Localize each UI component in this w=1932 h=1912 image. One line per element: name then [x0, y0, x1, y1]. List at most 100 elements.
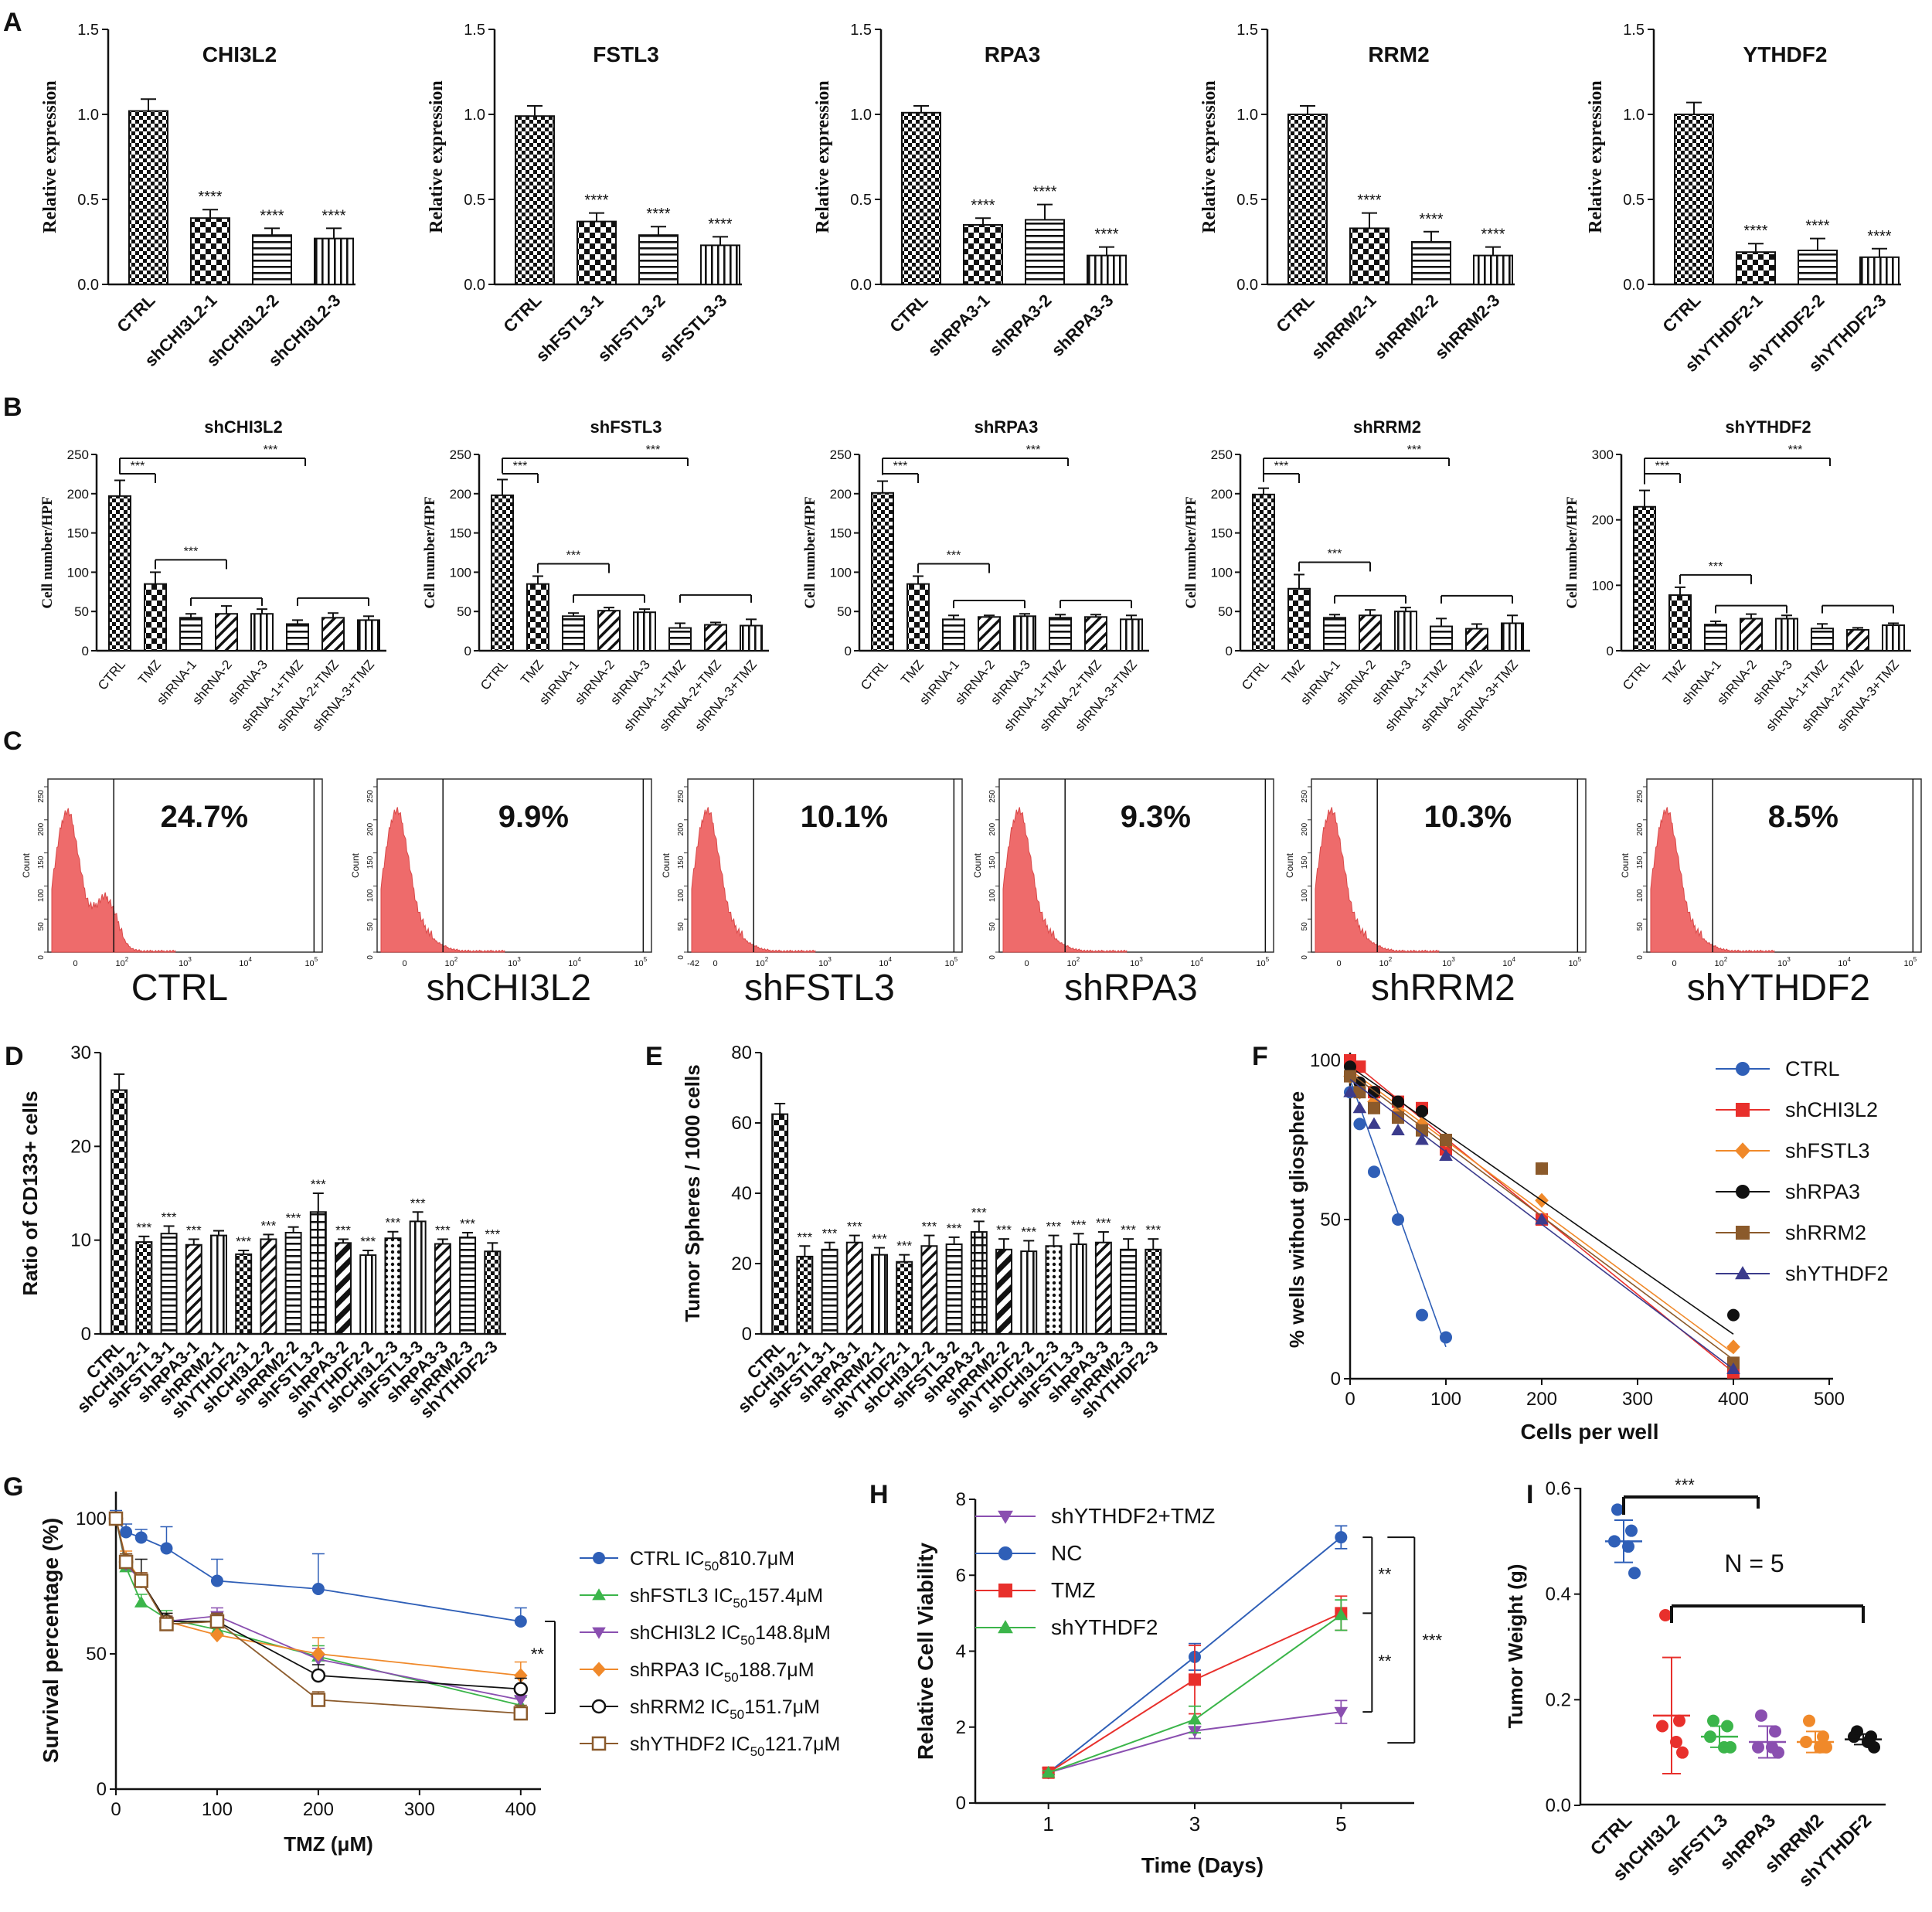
y-tick-label: 0.0 [850, 277, 872, 294]
significance: **** [1867, 228, 1891, 245]
y-axis-label: Relative Cell Viability [913, 1542, 937, 1760]
data-point [1727, 1308, 1740, 1322]
bar [190, 217, 230, 286]
y-tick-label: 250 [37, 790, 46, 803]
y-tick-label: 250 [830, 447, 852, 462]
x-tick-label: 105 [1256, 956, 1269, 968]
x-tick-label: shRNA-1+TMZ [1001, 657, 1069, 733]
x-tick-label: CTRL [95, 657, 128, 692]
y-tick-label: 40 [731, 1183, 752, 1204]
data-point [311, 1583, 325, 1595]
bar [250, 613, 274, 652]
x-tick-label: TMZ [1279, 657, 1308, 687]
data-point [134, 1531, 148, 1544]
data-point [1416, 1104, 1428, 1118]
y-tick-label: 0.5 [850, 192, 872, 209]
bar [1740, 617, 1763, 652]
y-tick-label: 0 [742, 1324, 752, 1345]
bar [597, 610, 621, 652]
x-tick-label: 0 [1024, 959, 1029, 968]
y-tick-label: 150 [450, 526, 471, 541]
legend-label: shFSTL3 IC50157.4μM [630, 1585, 823, 1611]
series-shchi3l2: shCHI3L2 [1344, 1054, 1878, 1379]
y-axis-label: % wells without gliosphere [1285, 1091, 1308, 1348]
x-tick-label: 104 [568, 956, 581, 968]
x-tick-label: 100 [1430, 1389, 1461, 1410]
fit-line [1349, 1066, 1734, 1335]
x-tick-label: CTRL [1620, 657, 1653, 692]
legend-label: CTRL IC50810.7μM [630, 1548, 794, 1573]
y-tick-label: 0.2 [1546, 1689, 1571, 1710]
legend-marker [998, 1620, 1013, 1634]
bar [920, 1245, 938, 1335]
bar [1465, 628, 1488, 652]
x-tick-label: shRNA-1+TMZ [621, 657, 689, 733]
bar [1859, 256, 1900, 285]
x-tick-label: shFSTL3-3 [655, 291, 730, 366]
data-point [1392, 1095, 1404, 1108]
bar [128, 110, 168, 285]
y-tick-label: 50 [366, 922, 375, 931]
x-tick-label: 200 [303, 1799, 334, 1820]
y-tick-label: 0.0 [1623, 277, 1645, 294]
bar [1736, 251, 1776, 286]
data-point [1625, 1524, 1638, 1537]
panel-i-chart: 0.0 0.2 0.4 0.6 Tumor Weight (g) CTRLshCHI3L2… [1504, 1475, 1886, 1891]
gate-percent: 24.7% [161, 800, 248, 834]
significance: ** [531, 1645, 545, 1664]
bar [1252, 493, 1275, 652]
bar [901, 111, 941, 285]
y-axis-label: Tumor Weight (g) [1504, 1564, 1527, 1729]
y-tick-label: 0 [366, 955, 375, 960]
gate-percent: 10.3% [1424, 800, 1512, 834]
plot-frame [376, 778, 652, 953]
x-axis-label: Time (Days) [1141, 1853, 1264, 1877]
y-tick-label: 200 [1301, 822, 1309, 835]
y-tick-label: 200 [1211, 487, 1233, 502]
y-tick-label: 20 [70, 1136, 91, 1157]
bar [459, 1237, 477, 1335]
data-point [1416, 1308, 1428, 1322]
x-tick-label: shRRM2-3 [1431, 291, 1504, 363]
data-point [1353, 1076, 1366, 1089]
x-tick-label: 102 [755, 956, 768, 968]
significance: ** [1378, 1564, 1392, 1584]
x-tick-label: 0 [402, 959, 406, 968]
legend-marker [592, 1588, 606, 1601]
x-axis-label: TMZ (μM) [284, 1832, 373, 1856]
y-tick-label: 250 [677, 790, 685, 803]
data-point [209, 1614, 225, 1629]
sample-label: CTRL [131, 968, 228, 1009]
data-point [1707, 1714, 1719, 1727]
x-tick-label: shRRM2-1 [1308, 291, 1380, 363]
y-tick-label: 250 [1636, 790, 1645, 803]
data-point [1726, 1362, 1740, 1375]
group-shchi3l2: shCHI3L2 [1609, 1609, 1690, 1886]
bar [1084, 616, 1107, 652]
data-point [1353, 1118, 1366, 1131]
x-tick-label: 0 [73, 959, 77, 968]
chart-title: shYTHDF2 [1725, 417, 1811, 437]
data-point [134, 1595, 148, 1608]
y-tick-label: 0 [677, 955, 685, 960]
plot-frame [687, 778, 963, 953]
x-tick-label: 0 [1345, 1389, 1355, 1410]
legend-marker [591, 1699, 607, 1714]
data-point [1367, 1117, 1381, 1129]
panel-letter: C [3, 726, 22, 756]
data-point [1041, 1765, 1056, 1778]
panel-b-chart-shchi3l2: 0 50 100 150 200 250 Cell number/HPF shCHI3L2 CT… [39, 417, 386, 734]
significance: *** [1145, 1223, 1161, 1237]
bar [978, 616, 1001, 652]
bar [160, 1233, 178, 1335]
data-point [514, 1695, 528, 1707]
panel-letter: E [645, 1042, 663, 1071]
x-tick-label: CTRL [1658, 291, 1704, 336]
data-point [1188, 1713, 1202, 1725]
significance: *** [186, 1223, 202, 1237]
data-point [1676, 1746, 1689, 1759]
significance: *** [996, 1223, 1012, 1237]
y-tick-label: 100 [450, 565, 471, 580]
legend-marker [1736, 1226, 1750, 1240]
y-tick-label: 0 [464, 644, 471, 658]
